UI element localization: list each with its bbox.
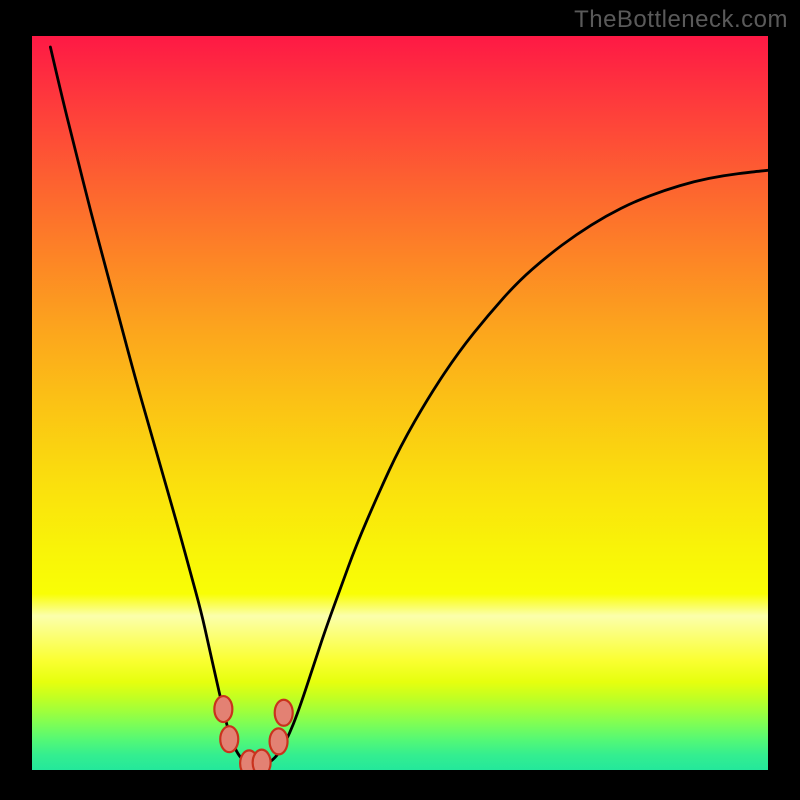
- data-marker: [214, 696, 232, 722]
- plot-area: [32, 36, 768, 770]
- chart-svg: [32, 36, 768, 770]
- watermark-label: TheBottleneck.com: [574, 6, 788, 34]
- chart-frame: TheBottleneck.com: [0, 0, 800, 800]
- data-marker: [253, 750, 271, 770]
- data-marker: [270, 728, 288, 754]
- data-marker: [220, 726, 238, 752]
- data-marker: [275, 700, 293, 726]
